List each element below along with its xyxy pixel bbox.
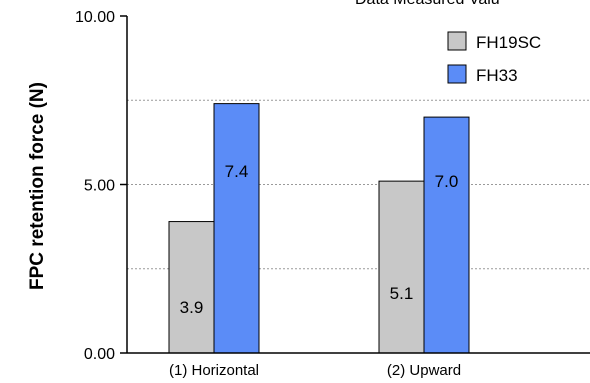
x-category-label: (2) Upward: [387, 362, 461, 379]
data-labels: 3.9 7.4 5.1 7.0: [180, 162, 459, 317]
y-tick-label: 0.00: [84, 346, 115, 363]
bar-fh33-1: [423, 116, 470, 354]
y-axis-label: FPC retention force (N): [27, 82, 48, 290]
y-ticks: 0.00 5.00 10.00: [75, 9, 127, 363]
bar-fh33-0: [213, 103, 260, 354]
x-category-labels: (1) Horizontal (2) Upward: [169, 362, 461, 379]
legend-swatch-fh33: [447, 64, 467, 84]
data-label: 5.1: [390, 284, 414, 303]
data-label: 7.0: [435, 172, 459, 191]
bar-fh19sc-0: [168, 221, 215, 354]
y-tick-label: 10.00: [75, 9, 115, 26]
legend: FH19SC FH33: [447, 31, 541, 85]
legend-label-fh33: FH33: [476, 66, 518, 85]
bar-fh19sc-1: [378, 180, 425, 354]
data-label: 7.4: [225, 162, 249, 181]
legend-swatch-fh19sc: [447, 31, 467, 51]
x-category-label: (1) Horizontal: [169, 362, 259, 379]
bars: [168, 103, 470, 354]
data-label: 3.9: [180, 298, 204, 317]
legend-label-fh19sc: FH19SC: [476, 33, 541, 52]
y-tick-label: 5.00: [84, 178, 115, 195]
top-text: Data Measured Valu: [355, 0, 500, 8]
